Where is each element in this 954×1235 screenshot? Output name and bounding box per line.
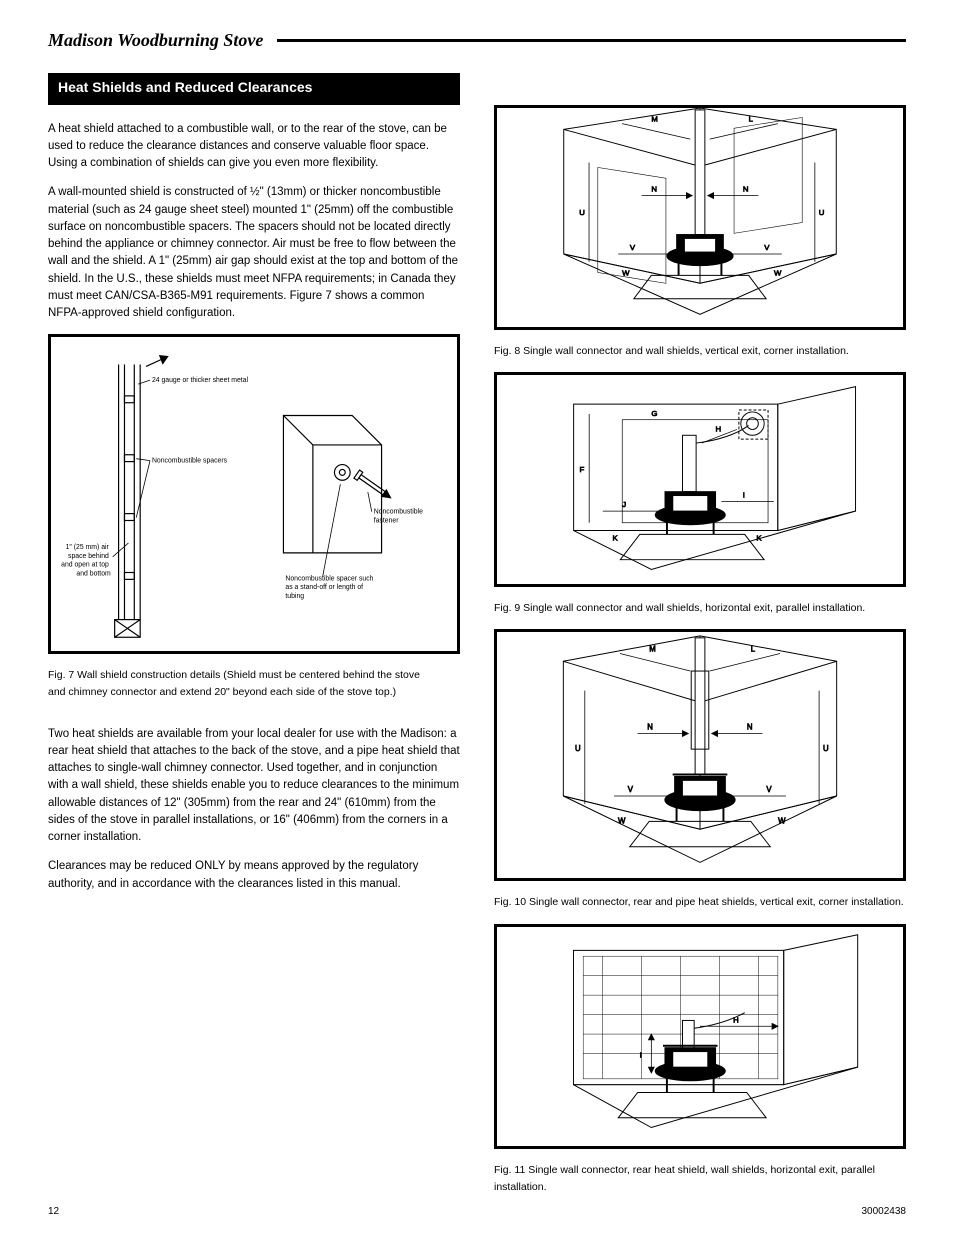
fig8-cap: Fig. 8 Single wall connector and wall sh… bbox=[494, 344, 906, 358]
fig7-cap2: and chimney connector and extend 20" bey… bbox=[48, 685, 460, 699]
figure-10: M L N N U U V V W W bbox=[494, 629, 906, 881]
figure-7: 24 gauge or thicker sheet metal Noncombu… bbox=[48, 334, 460, 654]
content-columns: Heat Shields and Reduced Clearances A he… bbox=[48, 73, 906, 1208]
svg-text:V: V bbox=[628, 785, 634, 794]
page-footer: 12 30002438 bbox=[48, 1206, 906, 1217]
svg-text:L: L bbox=[749, 115, 754, 124]
svg-text:N: N bbox=[747, 723, 753, 732]
svg-text:Noncombustible spacers: Noncombustible spacers bbox=[152, 458, 228, 465]
svg-text:U: U bbox=[575, 744, 581, 753]
paragraph-3: Two heat shields are available from your… bbox=[48, 726, 460, 847]
figure-7-caption: Fig. 7 Wall shield construction details … bbox=[48, 668, 460, 699]
header-rule bbox=[277, 39, 906, 42]
svg-text:F: F bbox=[579, 465, 584, 474]
svg-text:H: H bbox=[716, 425, 722, 434]
svg-text:24 gauge or thicker sheet meta: 24 gauge or thicker sheet metal bbox=[152, 377, 249, 384]
svg-text:L: L bbox=[751, 645, 756, 654]
fig11-cap1: Fig. 11 Single wall connector, rear heat… bbox=[494, 1163, 906, 1177]
svg-text:K: K bbox=[756, 533, 762, 542]
figure-10-caption: Fig. 10 Single wall connector, rear and … bbox=[494, 895, 906, 909]
svg-text:G: G bbox=[651, 409, 657, 418]
svg-text:U: U bbox=[819, 208, 825, 217]
fig11-cap2: installation. bbox=[494, 1180, 906, 1194]
svg-text:Noncombustible spacer such: Noncombustible spacer such as a stand-of… bbox=[285, 576, 375, 601]
svg-text:Noncombustible fas: Noncombustible fastener bbox=[374, 509, 425, 525]
svg-text:1" (25 mm) air spa: 1" (25 mm) air space behind and open at … bbox=[61, 544, 111, 577]
page-header: Madison Woodburning Stove bbox=[48, 30, 906, 51]
fig9-cap: Fig. 9 Single wall connector and wall sh… bbox=[494, 601, 906, 615]
fig10-cap: Fig. 10 Single wall connector, rear and … bbox=[494, 895, 906, 909]
svg-text:M: M bbox=[651, 115, 657, 124]
p2-frac: ½ bbox=[250, 186, 260, 198]
svg-text:I: I bbox=[640, 1050, 642, 1059]
doc-number: 30002438 bbox=[862, 1206, 907, 1217]
paragraph-1: A heat shield attached to a combustible … bbox=[48, 121, 460, 173]
paragraph-2: A wall-mounted shield is constructed of … bbox=[48, 184, 460, 322]
svg-text:V: V bbox=[766, 785, 772, 794]
figure-9: F G H I J K K bbox=[494, 372, 906, 587]
page-title: Madison Woodburning Stove bbox=[48, 30, 277, 51]
svg-text:J: J bbox=[622, 500, 626, 509]
svg-text:I: I bbox=[743, 491, 745, 500]
svg-text:N: N bbox=[647, 723, 653, 732]
right-column: M L N N U U V V W W bbox=[494, 73, 906, 1208]
left-column: Heat Shields and Reduced Clearances A he… bbox=[48, 73, 460, 1208]
figure-8: M L N N U U V V W W bbox=[494, 105, 906, 330]
paragraph-4: Clearances may be reduced ONLY by means … bbox=[48, 858, 460, 893]
svg-text:V: V bbox=[764, 243, 770, 252]
svg-text:W: W bbox=[774, 268, 782, 277]
svg-text:W: W bbox=[622, 268, 630, 277]
svg-text:V: V bbox=[630, 243, 636, 252]
page-number: 12 bbox=[48, 1206, 59, 1217]
figure-11: H I bbox=[494, 924, 906, 1149]
p2a: A wall-mounted shield is constructed of bbox=[48, 186, 250, 198]
figure-11-caption: Fig. 11 Single wall connector, rear heat… bbox=[494, 1163, 906, 1194]
fig7-cap1: Fig. 7 Wall shield construction details … bbox=[48, 668, 460, 682]
p2b: " (13mm) or thicker noncombustible mater… bbox=[48, 186, 458, 319]
svg-text:W: W bbox=[618, 817, 626, 826]
svg-text:U: U bbox=[823, 744, 829, 753]
figure-9-caption: Fig. 9 Single wall connector and wall sh… bbox=[494, 601, 906, 615]
svg-text:H: H bbox=[733, 1015, 739, 1024]
svg-text:K: K bbox=[613, 533, 619, 542]
svg-text:N: N bbox=[743, 185, 749, 194]
svg-text:W: W bbox=[778, 817, 786, 826]
svg-text:U: U bbox=[579, 208, 585, 217]
svg-text:N: N bbox=[651, 185, 657, 194]
svg-text:M: M bbox=[649, 645, 656, 654]
section-heading: Heat Shields and Reduced Clearances bbox=[48, 73, 460, 105]
figure-8-caption: Fig. 8 Single wall connector and wall sh… bbox=[494, 344, 906, 358]
